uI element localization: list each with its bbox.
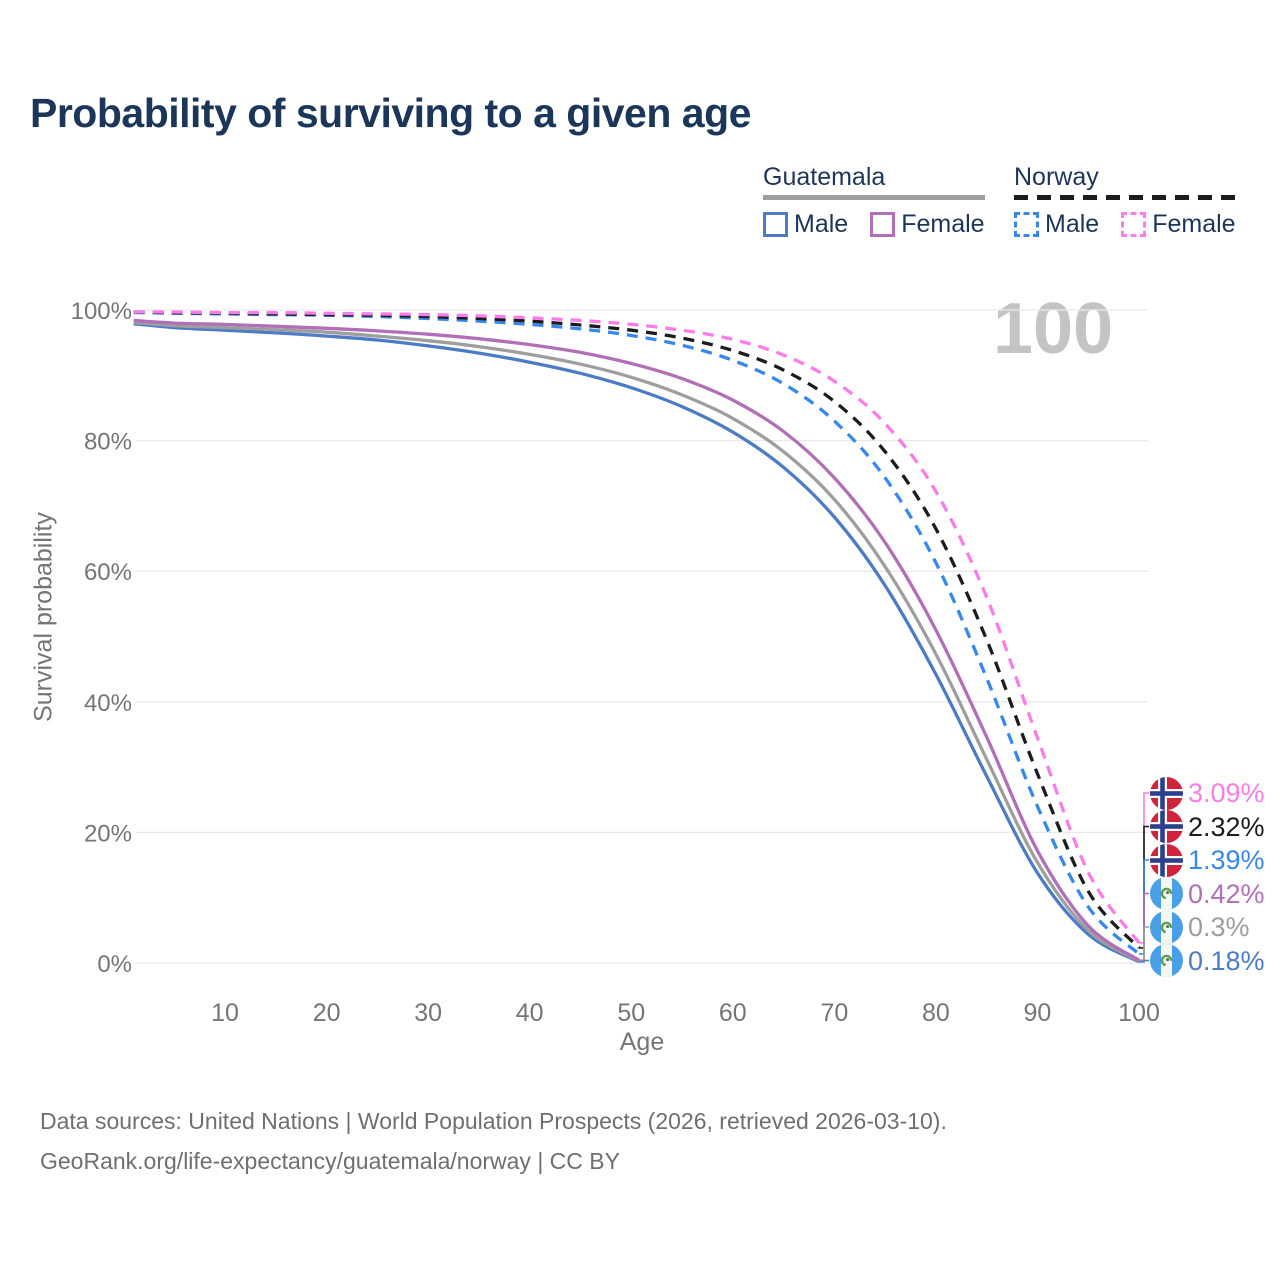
legend-header-guatemala[interactable]: Guatemala — [763, 163, 985, 200]
y-tick-label: 100% — [71, 298, 132, 325]
legend-item-label: Male — [1045, 210, 1100, 238]
legend-item-label: Male — [794, 210, 849, 238]
series-line-norway-male — [133, 310, 1141, 956]
series-line-norway-female — [133, 310, 1141, 944]
end-label-row-norway: 2.32% — [1150, 810, 1265, 844]
legend-group-norway: Norway Male Female — [1014, 163, 1236, 239]
norway-flag-icon — [1150, 776, 1183, 810]
legend-swatch-icon — [1014, 212, 1039, 237]
y-tick-label: 0% — [97, 951, 132, 978]
legend-swatch-icon — [763, 212, 788, 237]
y-tick-label: 60% — [84, 559, 132, 586]
guatemala-flag-icon — [1150, 877, 1183, 910]
legend-item-label: Female — [1152, 210, 1236, 238]
x-tick-label: 60 — [719, 999, 747, 1027]
page-title: Probability of surviving to a given age — [30, 90, 751, 136]
legend-underline-solid-icon — [763, 195, 985, 200]
y-tick-label: 80% — [84, 429, 132, 456]
end-label-row-norway-male: 1.39% — [1150, 843, 1265, 877]
series-line-norway — [133, 310, 1141, 950]
end-value-label: 0.18% — [1188, 945, 1265, 976]
x-axis-title: Age — [619, 1028, 665, 1056]
x-tick-label: 30 — [414, 999, 442, 1027]
end-value-label: 0.42% — [1188, 878, 1265, 909]
legend-header-norway[interactable]: Norway — [1014, 163, 1236, 200]
x-tick-label: 50 — [617, 999, 645, 1027]
legend-swatch-icon — [870, 212, 896, 237]
data-sources-line: Data sources: United Nations | World Pop… — [40, 1108, 947, 1134]
norway-flag-icon — [1150, 810, 1183, 843]
end-value-label: 3.09% — [1188, 778, 1265, 808]
y-tick-label: 40% — [84, 690, 132, 717]
x-tick-label: 90 — [1024, 999, 1052, 1027]
series-line-guatemala — [133, 320, 1140, 963]
norway-flag-icon — [1150, 843, 1183, 877]
x-tick-label: 70 — [820, 999, 848, 1027]
legend-group-guatemala: Guatemala Male Female — [763, 163, 985, 239]
x-tick-label: 40 — [516, 999, 544, 1027]
guatemala-flag-icon — [1150, 910, 1183, 944]
x-tick-label: 20 — [313, 999, 341, 1027]
legend-item-norway-male[interactable]: Male — [1014, 210, 1099, 239]
x-tick-label: 80 — [922, 999, 950, 1027]
y-axis-title: Survival probability — [29, 512, 58, 722]
legend-item-guatemala-male[interactable]: Male — [763, 210, 848, 239]
x-tick-label: 10 — [211, 999, 239, 1027]
end-value-label: 0.3% — [1188, 912, 1250, 942]
legend-underline-dashed-icon — [1014, 195, 1236, 200]
legend-item-guatemala-female[interactable]: Female — [870, 210, 985, 239]
end-label-row-guatemala-female: 0.42% — [1150, 877, 1265, 911]
watermark-age-100: 100 — [993, 289, 1114, 369]
end-label-row-guatemala: 0.3% — [1150, 910, 1250, 944]
end-label-connector — [1139, 959, 1149, 963]
end-value-label: 1.39% — [1188, 845, 1265, 875]
end-label-row-guatemala-male: 0.18% — [1150, 944, 1265, 978]
series-line-guatemala-female — [133, 318, 1140, 962]
x-tick-label: 100 — [1118, 999, 1160, 1027]
end-label-row-norway-female: 3.09% — [1150, 776, 1265, 810]
legend-header-label: Norway — [1014, 163, 1099, 191]
legend-header-label: Guatemala — [763, 163, 886, 191]
legend-swatch-icon — [1121, 212, 1147, 237]
end-label-connector — [1139, 926, 1149, 962]
guatemala-flag-icon — [1150, 944, 1183, 977]
legend-item-label: Female — [901, 210, 985, 238]
attribution-line: GeoRank.org/life-expectancy/guatemala/no… — [40, 1148, 620, 1174]
series-line-guatemala-male — [133, 322, 1140, 964]
y-tick-label: 20% — [84, 820, 132, 847]
legend-item-norway-female[interactable]: Female — [1121, 210, 1236, 239]
end-value-label: 2.32% — [1188, 811, 1265, 842]
